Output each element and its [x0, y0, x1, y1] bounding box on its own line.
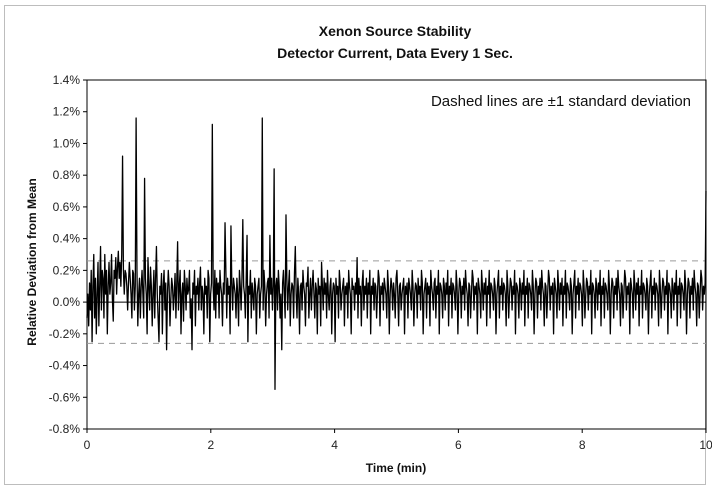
- y-tick-label: 1.4%: [53, 73, 81, 87]
- y-tick-label: 0.8%: [53, 168, 81, 182]
- y-axis-label: Relative Deviation from Mean: [25, 178, 39, 345]
- x-tick-label: 4: [331, 438, 338, 452]
- x-tick-label: 10: [699, 438, 712, 452]
- x-tick-label: 0: [84, 438, 91, 452]
- x-tick-label: 8: [579, 438, 586, 452]
- series-line: [86, 117, 707, 390]
- std-dev-lines: [87, 260, 706, 344]
- y-tick-label: -0.2%: [49, 327, 81, 341]
- y-tick-label: 0.0%: [53, 295, 81, 309]
- chart-title-line-2: Detector Current, Data Every 1 Sec.: [277, 45, 513, 61]
- x-axis-label: Time (min): [366, 461, 426, 475]
- x-tick-label: 6: [455, 438, 462, 452]
- chart-title-line-1: Xenon Source Stability: [319, 23, 472, 39]
- y-tick-label: 0.6%: [53, 200, 81, 214]
- y-axis-ticks: -0.8% -0.6% -0.4% -0.2% 0.0% 0.2% 0.4% 0.6% 0.8%…: [49, 73, 87, 436]
- x-tick-label: 2: [207, 438, 214, 452]
- y-tick-label: -0.8%: [49, 422, 81, 436]
- y-tick-label: 1.0%: [53, 136, 81, 150]
- y-tick-label: 0.4%: [53, 232, 81, 246]
- std-dev-annotation: Dashed lines are ±1 standard deviation: [431, 93, 691, 110]
- y-tick-label: -0.6%: [49, 390, 81, 404]
- y-tick-label: 1.2%: [53, 105, 81, 119]
- plot-area: [86, 79, 707, 430]
- x-axis-ticks: 0 2 4 6 8 10: [84, 429, 712, 452]
- y-tick-label: 0.2%: [53, 263, 81, 277]
- y-tick-label: -0.4%: [49, 359, 81, 373]
- chart-frame: [4, 5, 706, 485]
